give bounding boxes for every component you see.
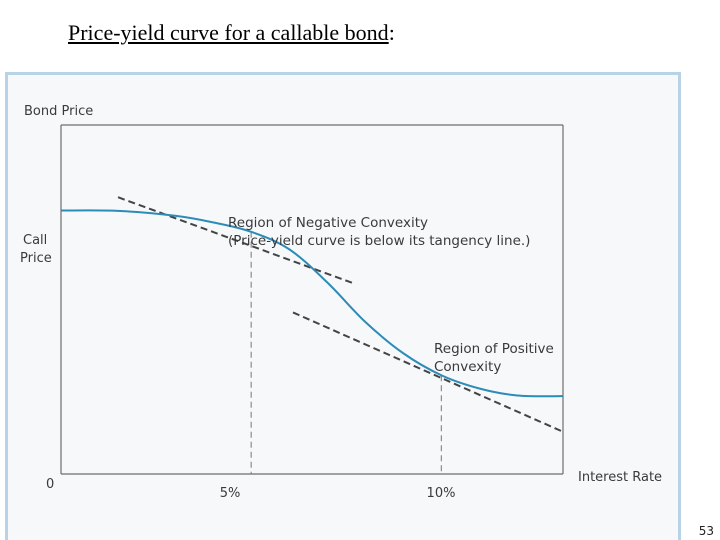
annotation-negative-convexity-line2: (Price-yield curve is below its tangency… <box>228 233 530 249</box>
origin-label: 0 <box>46 477 54 492</box>
page-number: 53 <box>698 524 714 538</box>
x-axis-label: Interest Rate <box>578 470 662 485</box>
slide-title-suffix: : <box>388 20 395 45</box>
y-axis-label: Bond Price <box>24 104 93 119</box>
annotation-positive-convexity-line1: Region of Positive <box>434 341 554 357</box>
x-tick-label-5pct: 5% <box>220 486 241 501</box>
annotation-negative-convexity-line1: Region of Negative Convexity <box>228 215 428 231</box>
slide-title-text: Price-yield curve for a callable bond <box>68 20 389 45</box>
chart-frame <box>5 72 681 540</box>
x-tick-label-10pct: 10% <box>427 486 456 501</box>
call-price-label-line2: Price <box>20 251 52 266</box>
slide-title: Price-yield curve for a callable bond: <box>68 20 395 46</box>
tangent-line-positive-convexity <box>292 311 564 433</box>
call-price-label-line1: Call <box>23 233 47 248</box>
price-yield-curve <box>60 209 564 398</box>
annotation-positive-convexity-line2: Convexity <box>434 359 501 375</box>
